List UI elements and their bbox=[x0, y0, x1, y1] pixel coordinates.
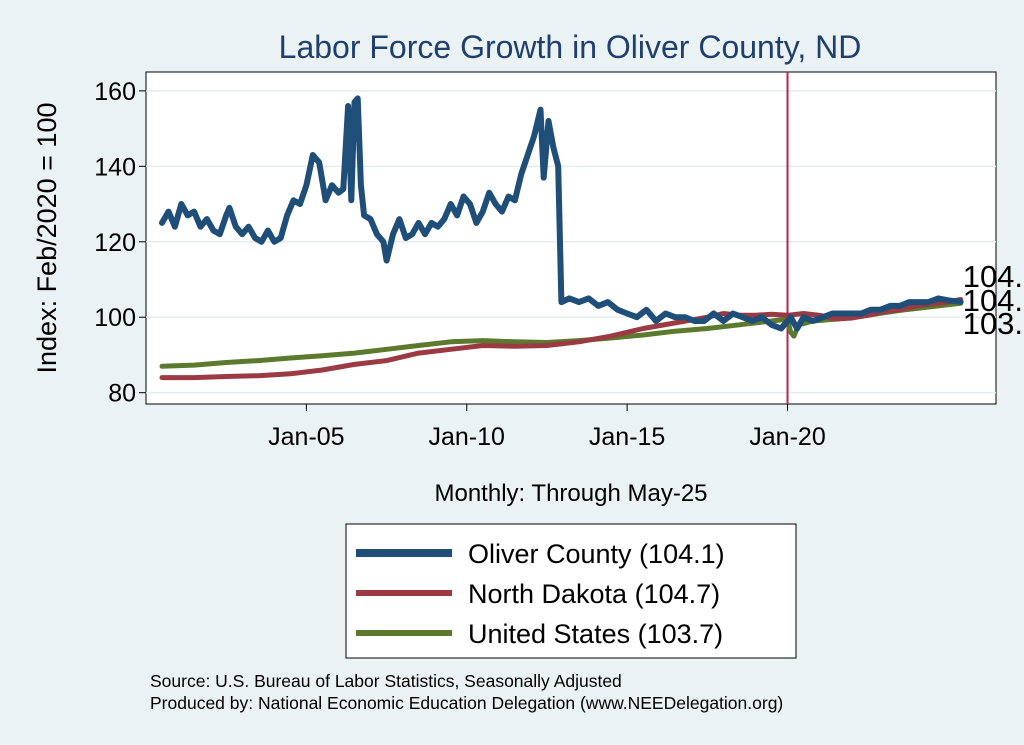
y-axis: 80 100 120 140 160 bbox=[94, 78, 146, 408]
legend-label-oliver-county: Oliver County (104.1) bbox=[468, 539, 725, 569]
source-note: Source: U.S. Bureau of Labor Statistics,… bbox=[150, 671, 622, 691]
legend: Oliver County (104.1) North Dakota (104.7… bbox=[356, 539, 725, 649]
y-axis-label: Index: Feb/2020 = 100 bbox=[32, 103, 62, 374]
end-label-oliver-county: 104.1 bbox=[963, 283, 1024, 318]
y-tick-label-140: 140 bbox=[94, 153, 136, 181]
y-tick-label-160: 160 bbox=[94, 78, 136, 106]
y-tick-label-80: 80 bbox=[108, 380, 136, 408]
plot-area bbox=[145, 71, 997, 405]
produced-by-note: Produced by: National Economic Education… bbox=[150, 693, 783, 713]
x-tick-label-Jan-05: Jan-05 bbox=[268, 423, 344, 451]
x-axis: Jan-05 Jan-10 Jan-15 Jan-20 bbox=[268, 404, 826, 451]
legend-label-united-states: United States (103.7) bbox=[468, 619, 723, 649]
x-tick-label-Jan-15: Jan-15 bbox=[589, 423, 665, 451]
end-label-united-states: 103.7 bbox=[963, 306, 1024, 341]
end-labels: 104.1104.7 103.7 bbox=[963, 259, 1024, 341]
x-tick-label-Jan-10: Jan-10 bbox=[429, 423, 505, 451]
y-tick-label-120: 120 bbox=[94, 229, 136, 257]
legend-label-north-dakota: North Dakota (104.7) bbox=[468, 579, 720, 609]
series-line-oliver-county bbox=[159, 95, 964, 332]
chart-title: Labor Force Growth in Oliver County, ND bbox=[279, 29, 862, 65]
x-tick-label-Jan-20: Jan-20 bbox=[749, 423, 825, 451]
end-label-north-dakota: 104.7 bbox=[963, 259, 1024, 294]
x-axis-label: Monthly: Through May-25 bbox=[434, 480, 707, 507]
y-tick-label-100: 100 bbox=[94, 304, 136, 332]
series-lines bbox=[159, 95, 964, 381]
